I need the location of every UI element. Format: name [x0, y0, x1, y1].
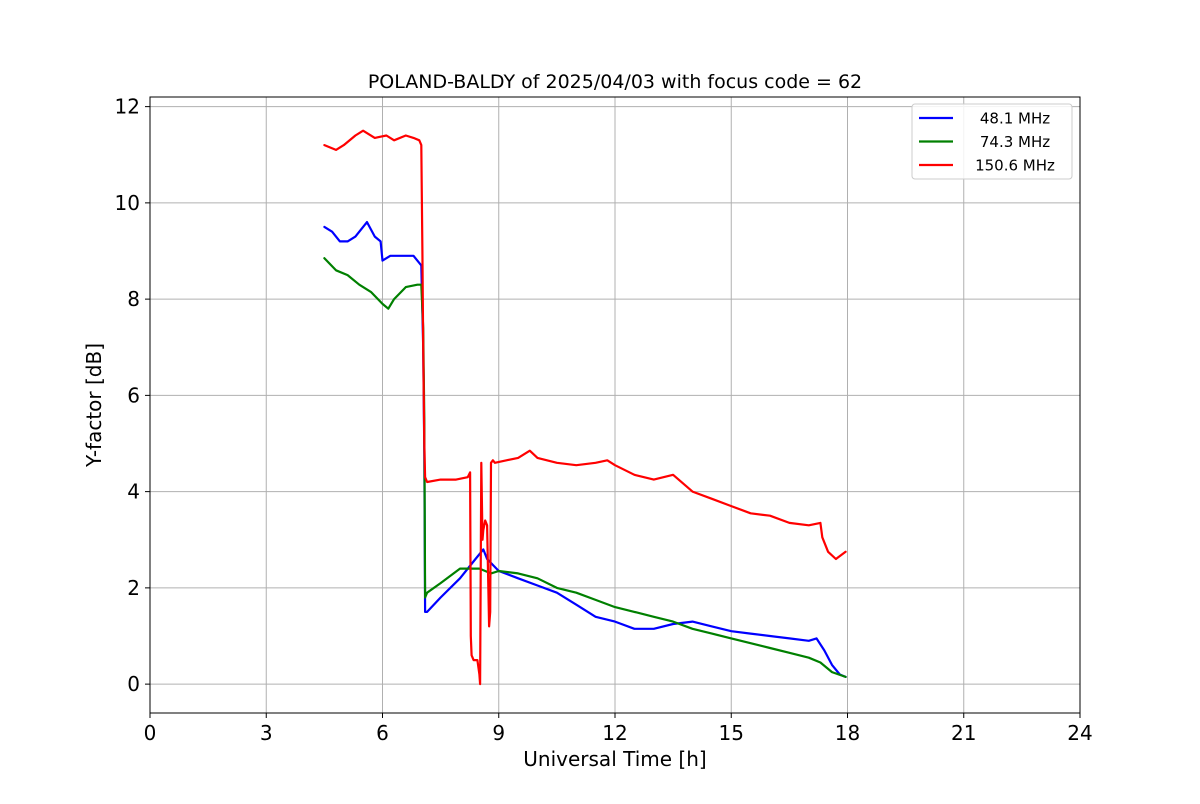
x-tick-label: 9: [492, 721, 505, 745]
x-tick-label: 24: [1067, 721, 1092, 745]
chart-title: POLAND-BALDY of 2025/04/03 with focus co…: [368, 71, 862, 93]
legend-label: 74.3 MHz: [980, 133, 1050, 151]
x-tick-label: 3: [260, 721, 273, 745]
legend-box: [911, 103, 1073, 180]
legend-label: 48.1 MHz: [980, 110, 1050, 128]
y-axis-label: Y-factor [dB]: [82, 343, 106, 468]
y-tick-label: 12: [115, 95, 140, 119]
y-tick-label: 8: [127, 287, 140, 311]
x-axis-label: Universal Time [h]: [523, 747, 706, 771]
x-tick-label: 18: [835, 721, 860, 745]
x-tick-label: 15: [719, 721, 744, 745]
y-tick-label: 10: [115, 191, 140, 215]
series-line-3: [323, 129, 847, 686]
x-tick-label: 12: [602, 721, 627, 745]
y-tick-label: 0: [127, 672, 140, 696]
x-tick-label: 6: [376, 721, 389, 745]
y-tick-label: 4: [127, 480, 140, 504]
y-tick-label: 6: [127, 383, 140, 407]
x-tick-label: 0: [144, 721, 157, 745]
x-tick-label: 21: [951, 721, 976, 745]
y-tick-label: 2: [127, 576, 140, 600]
legend-label: 150.6 MHz: [975, 157, 1055, 175]
legend: 48.1 MHz 74.3 MHz 150.6 MHz: [911, 103, 1073, 180]
series-line-2: [323, 257, 847, 679]
series-layer: [323, 129, 847, 686]
